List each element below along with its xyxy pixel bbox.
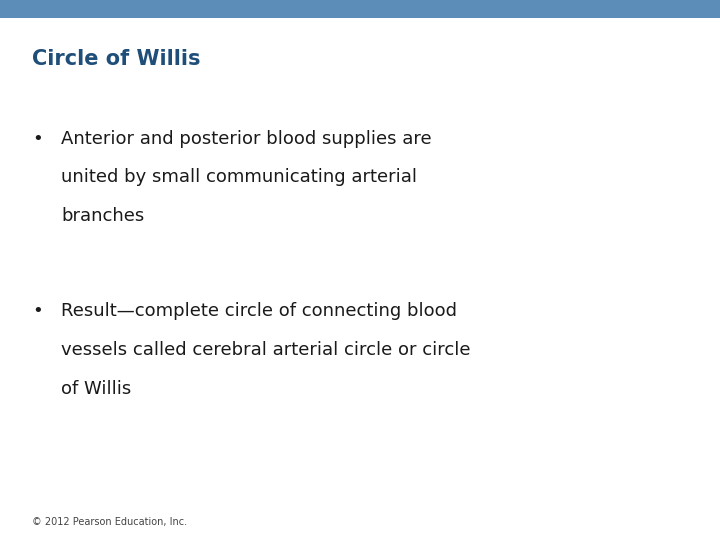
Text: of Willis: of Willis	[61, 380, 132, 398]
Text: Result—complete circle of connecting blood: Result—complete circle of connecting blo…	[61, 302, 457, 320]
Text: united by small communicating arterial: united by small communicating arterial	[61, 168, 417, 186]
Text: © 2012 Pearson Education, Inc.: © 2012 Pearson Education, Inc.	[32, 516, 187, 526]
FancyBboxPatch shape	[0, 0, 720, 18]
Text: Anterior and posterior blood supplies are: Anterior and posterior blood supplies ar…	[61, 130, 432, 147]
Text: •: •	[32, 302, 43, 320]
Text: vessels called cerebral arterial circle or circle: vessels called cerebral arterial circle …	[61, 341, 471, 359]
Text: •: •	[32, 130, 43, 147]
Text: branches: branches	[61, 207, 145, 225]
Text: Circle of Willis: Circle of Willis	[32, 49, 201, 69]
